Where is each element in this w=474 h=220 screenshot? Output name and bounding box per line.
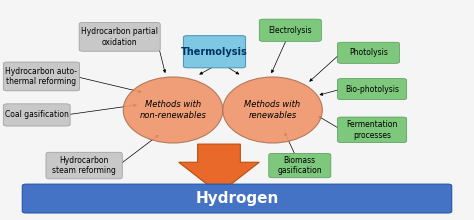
Text: Coal gasification: Coal gasification [5,110,69,119]
Text: Thermolysis: Thermolysis [181,47,248,57]
FancyBboxPatch shape [337,79,407,100]
Polygon shape [179,144,259,194]
FancyBboxPatch shape [46,152,122,179]
Text: Biomass
gasification: Biomass gasification [277,156,322,175]
FancyBboxPatch shape [337,42,400,63]
FancyBboxPatch shape [269,153,331,178]
FancyBboxPatch shape [3,104,70,126]
Text: Electrolysis: Electrolysis [268,26,312,35]
Text: Hydrogen: Hydrogen [195,191,279,206]
Text: Hydrocarbon auto-
thermal reforming: Hydrocarbon auto- thermal reforming [6,67,77,86]
Text: Bio-photolysis: Bio-photolysis [345,85,399,94]
Text: Photolysis: Photolysis [349,48,388,57]
FancyBboxPatch shape [22,184,452,213]
Text: Hydrocarbon partial
oxidation: Hydrocarbon partial oxidation [81,27,158,47]
Ellipse shape [223,77,322,143]
Text: Methods with
non-renewables: Methods with non-renewables [139,100,207,120]
FancyBboxPatch shape [3,62,80,91]
FancyBboxPatch shape [79,22,160,51]
Text: Fermentation
processes: Fermentation processes [346,120,398,139]
FancyBboxPatch shape [259,19,321,41]
Text: Methods with
renewables: Methods with renewables [245,100,301,120]
FancyBboxPatch shape [337,117,407,143]
FancyBboxPatch shape [183,36,246,68]
Text: Hydrocarbon
steam reforming: Hydrocarbon steam reforming [52,156,116,175]
Ellipse shape [123,77,223,143]
